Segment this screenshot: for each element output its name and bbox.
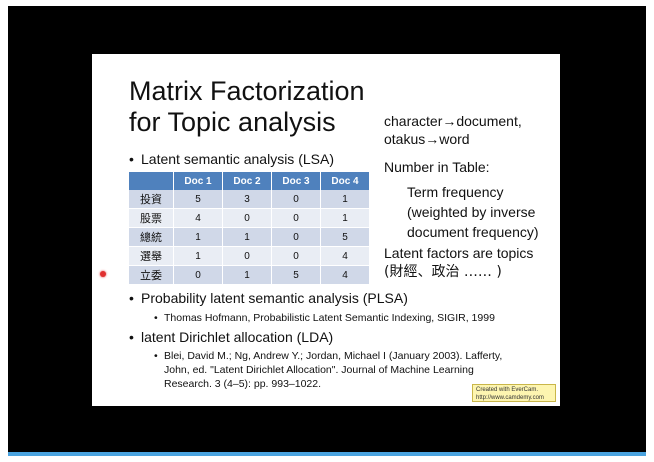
table-cell: 4 [320,246,370,266]
table-cell: 5 [173,190,223,209]
term-line-1: Term frequency [407,184,504,200]
table-cell: 0 [271,208,321,228]
latent-line-2: (財經、政治 …… ) [384,264,502,280]
table-cell: 1 [222,227,272,247]
slide-title: Matrix Factorization for Topic analysis [129,76,379,138]
table-term: 總統 [129,227,174,247]
table-term: 股票 [129,208,174,228]
latent-line-1: Latent factors are topics [384,245,534,261]
bullet-plsa-text: Probability latent semantic analysis (PL… [141,290,408,306]
table-header-cell: Doc 2 [222,172,272,190]
table-header-cell: Doc 4 [320,172,370,190]
table-row: 選舉 1 0 0 4 [129,246,370,266]
title-line-1: Matrix Factorization [129,76,365,106]
table-term: 立委 [129,265,174,285]
watermark-line-2: http://www.camdemy.com [476,395,544,401]
table-cell: 0 [271,190,321,209]
table-term: 投資 [129,190,174,209]
table-cell: 1 [222,265,272,285]
table-cell: 0 [173,265,223,285]
progress-bar[interactable] [8,452,646,456]
table-term: 選舉 [129,246,174,266]
table-cell: 0 [271,246,321,266]
table-cell: 1 [173,227,223,247]
table-row: 股票 4 0 0 1 [129,208,370,228]
table-cell: 5 [320,227,370,247]
table-row: 立委 0 1 5 4 [129,265,370,285]
bullet-plsa: • Probability latent semantic analysis (P… [129,290,408,306]
slide: Matrix Factorization for Topic analysis … [92,54,560,406]
bullet-dot: • [129,329,134,345]
plsa-reference: • Thomas Hofmann, Probabilistic Latent Se… [154,311,495,325]
laser-pointer-icon [100,271,106,277]
table-cell: 5 [271,265,321,285]
table-header-row: Doc 1 Doc 2 Doc 3 Doc 4 [129,172,370,190]
table-cell: 0 [222,208,272,228]
bullet-dot: • [129,290,134,306]
mapping-line-1: character→document, [384,113,522,129]
table-header-cell: Doc 3 [271,172,321,190]
table-cell: 0 [222,246,272,266]
table-cell: 0 [271,227,321,247]
table-row: 投資 5 3 0 1 [129,190,370,209]
bullet-lsa-text: Latent semantic analysis (LSA) [141,151,334,167]
bullet-lda-text: latent Dirichlet allocation (LDA) [141,329,334,345]
sub-bullet-dot: • [154,312,158,324]
table-cell: 4 [320,265,370,285]
mapping-line-2: otakus→word [384,131,470,147]
table-cell: 1 [320,190,370,209]
bullet-dot: • [129,151,134,167]
plsa-reference-text: Thomas Hofmann, Probabilistic Latent Sem… [164,312,495,324]
lda-reference-line-3: Research. 3 (4–5): pp. 993–1022. [164,378,322,390]
number-label: Number in Table: [384,159,490,175]
term-document-table: Doc 1 Doc 2 Doc 3 Doc 4 投資 5 3 0 1 股票 4 … [129,172,370,285]
table-cell: 3 [222,190,272,209]
latent-factors-note: Latent factors are topics (財經、政治 …… ) [384,244,533,282]
watermark-line-1: Created with EverCam. [476,387,539,393]
term-line-3: document frequency) [407,224,539,240]
term-frequency-note: Term frequency (weighted by inverse docu… [407,182,539,242]
bullet-lsa: • Latent semantic analysis (LSA) [129,151,334,167]
mapping-note: character→document, otakus→word [384,112,522,148]
lda-reference-line-1: Blei, David M.; Ng, Andrew Y.; Jordan, M… [164,350,503,362]
lda-reference: • Blei, David M.; Ng, Andrew Y.; Jordan,… [154,349,544,391]
term-line-2: (weighted by inverse [407,204,536,220]
sub-bullet-dot: • [154,350,158,362]
title-line-2: for Topic analysis [129,107,336,137]
bullet-lda: • latent Dirichlet allocation (LDA) [129,329,333,345]
evercam-watermark: Created with EverCam. http://www.camdemy… [472,384,556,402]
table-row: 總統 1 1 0 5 [129,227,370,247]
table-cell: 1 [173,246,223,266]
table-header-cell: Doc 1 [173,172,223,190]
table-cell: 1 [320,208,370,228]
table-header-cell [129,172,174,190]
table-cell: 4 [173,208,223,228]
lda-reference-line-2: John, ed. "Latent Dirichlet Allocation".… [164,364,474,376]
